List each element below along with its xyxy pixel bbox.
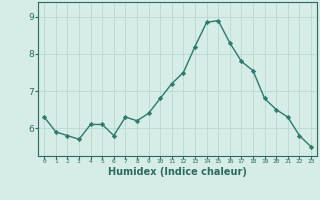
X-axis label: Humidex (Indice chaleur): Humidex (Indice chaleur): [108, 167, 247, 177]
